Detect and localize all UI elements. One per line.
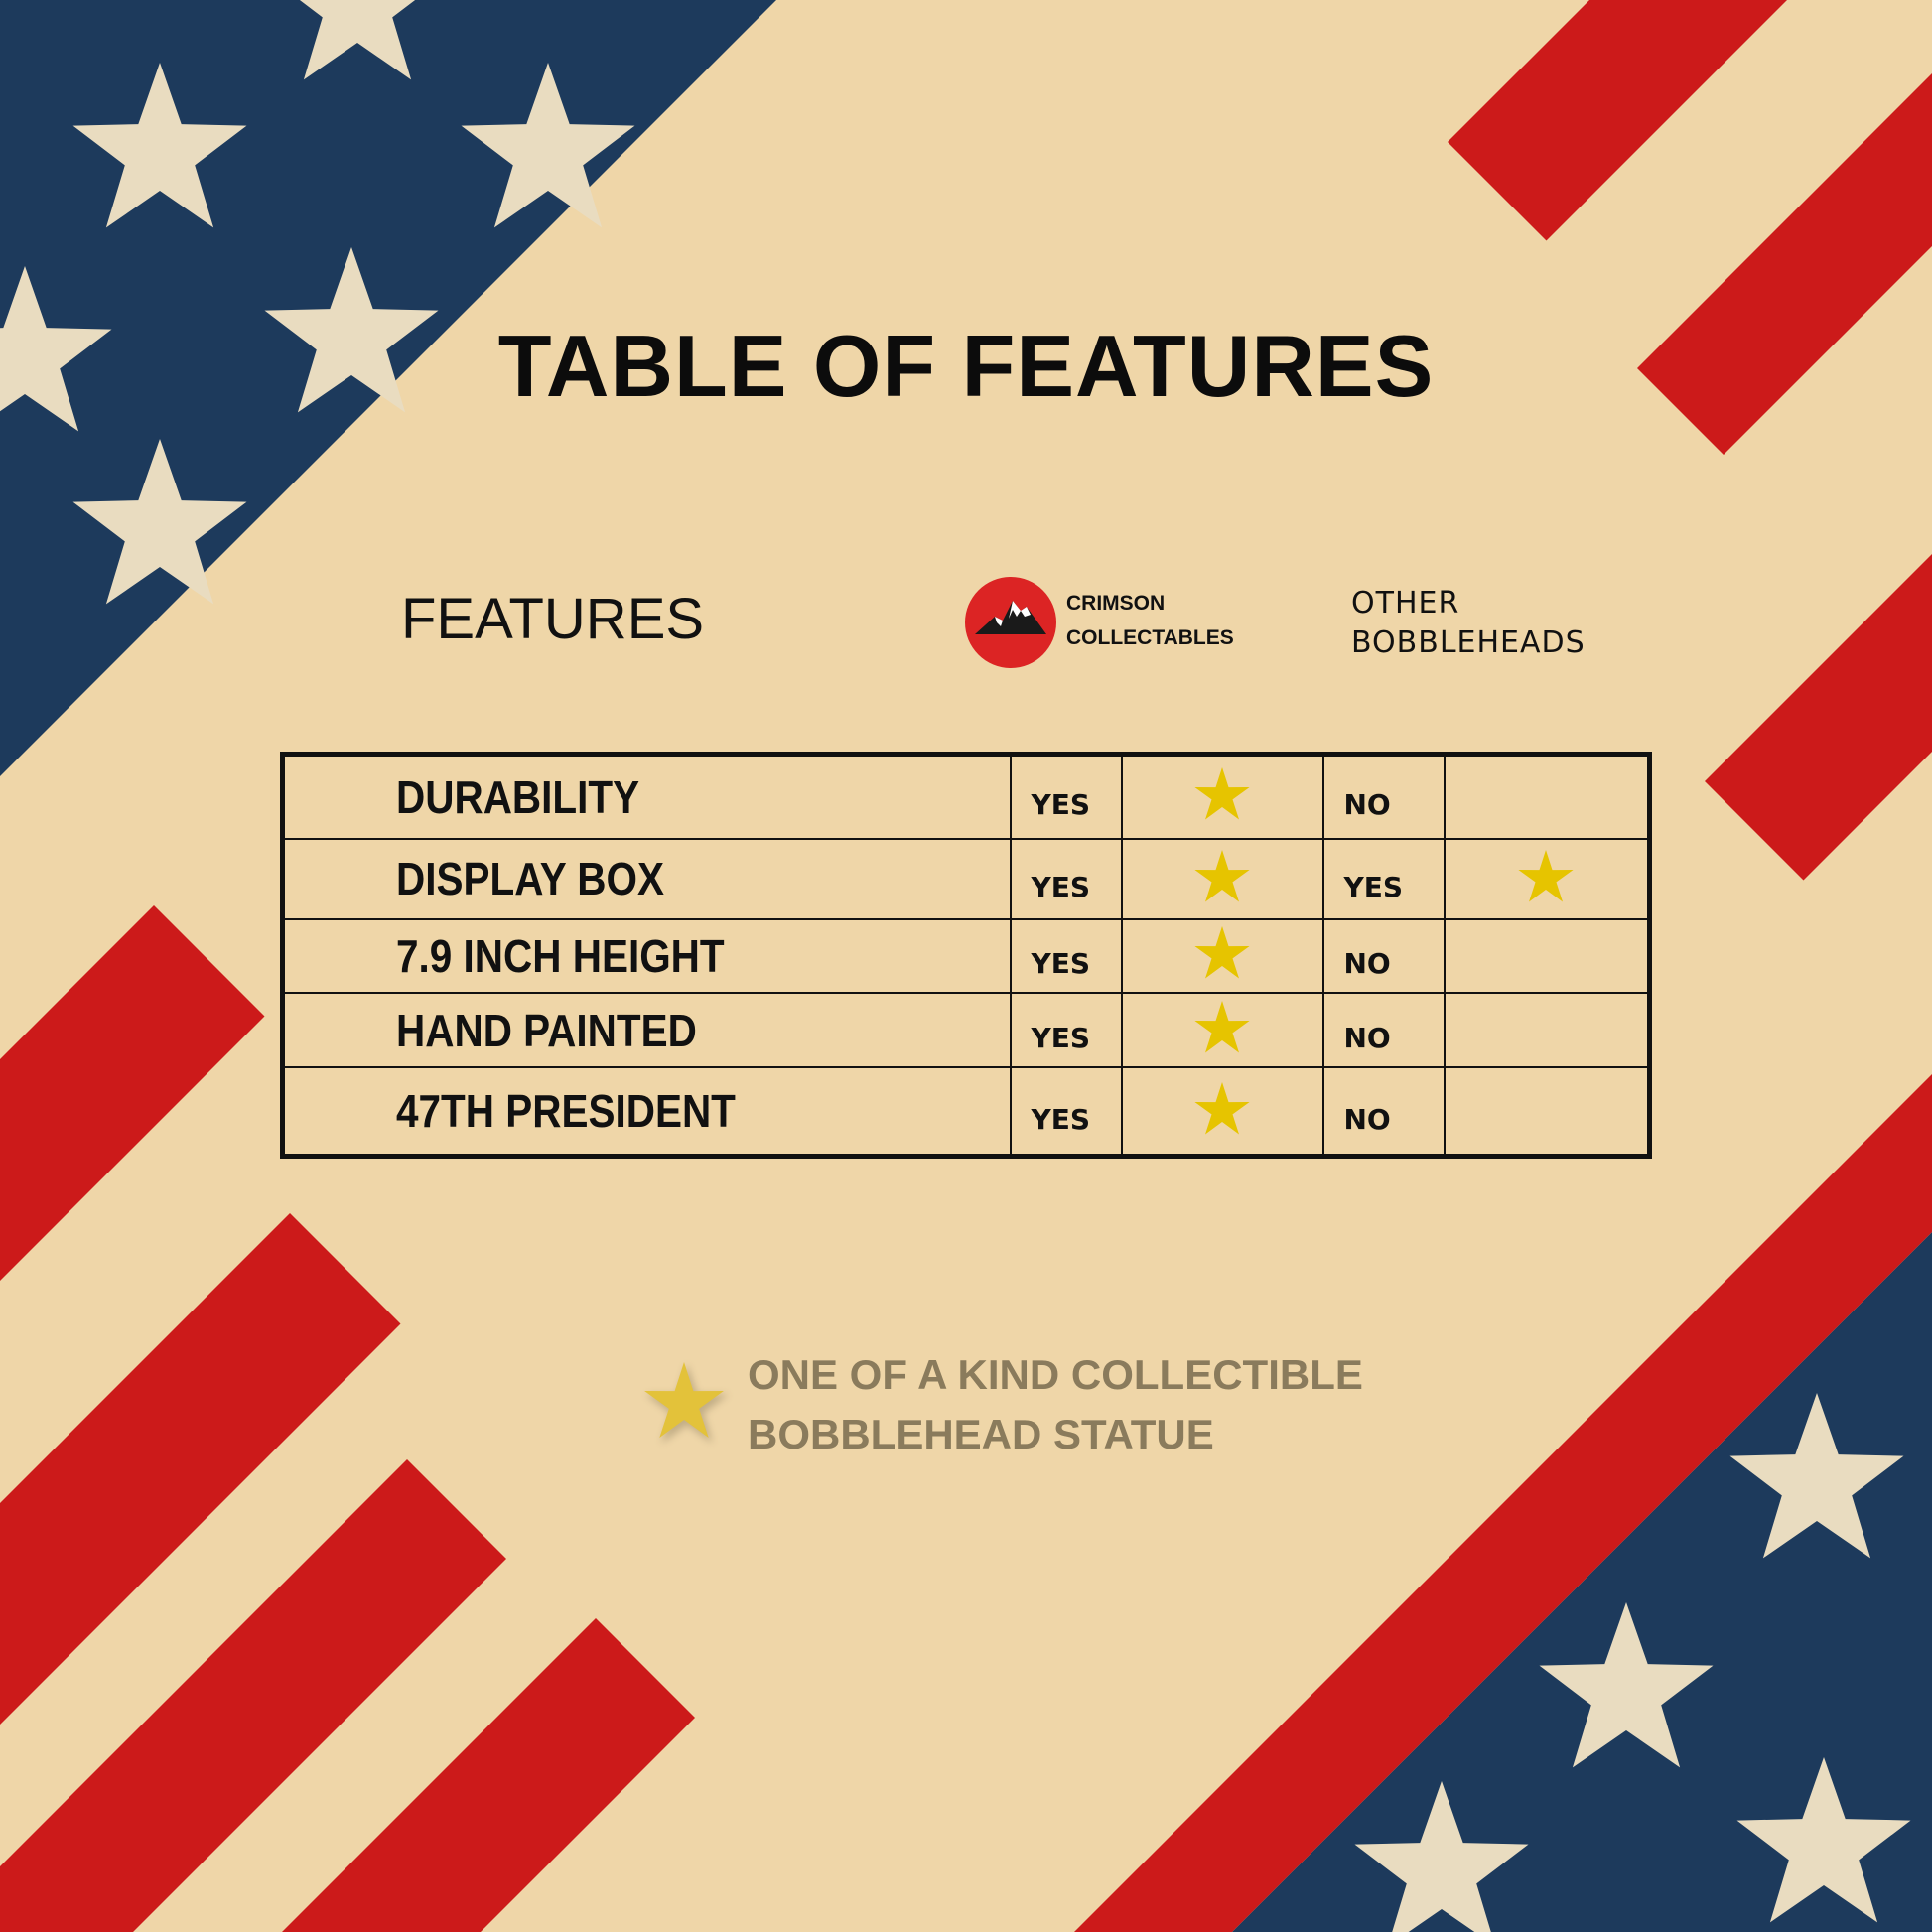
other-value-cell: NO [1321, 992, 1446, 1069]
flag-star-icon [1736, 1757, 1911, 1923]
flag-star-icon [264, 247, 439, 413]
other-star-cell [1443, 837, 1651, 920]
other-star-cell [1443, 1066, 1651, 1158]
brand-name-line1: CRIMSON [1066, 592, 1166, 615]
flag-star-icon [0, 266, 112, 432]
feature-label: DISPLAY BOX [396, 853, 664, 905]
other-star-cell [1443, 753, 1651, 840]
star-icon [644, 1362, 729, 1444]
other-star-cell [1443, 992, 1651, 1069]
table-row: DISPLAY BOX YES YES [281, 837, 1651, 920]
other-value-cell: NO [1321, 917, 1446, 995]
legend-text: ONE OF A KIND COLLECTIBLE BOBBLEHEAD STA… [748, 1345, 1363, 1464]
crimson-star-cell [1120, 837, 1324, 920]
table-row: 47TH PRESIDENT YES NO [281, 1066, 1651, 1158]
red-stripe [1705, 554, 1932, 881]
feature-label: 7.9 INCH HEIGHT [396, 929, 725, 982]
features-table: DURABILITY YES NO DISPLAY BOX YES YES 7.9 INCH… [280, 752, 1652, 1159]
crimson-star-cell [1120, 917, 1324, 995]
star-icon [1194, 767, 1250, 820]
crimson-value-cell: YES [1009, 753, 1123, 840]
flag-star-icon [461, 63, 635, 228]
star-icon [1194, 1001, 1250, 1053]
red-stripe [0, 1213, 401, 1725]
flag-star-icon [1354, 1781, 1529, 1932]
feature-cell: 7.9 INCH HEIGHT [281, 917, 1012, 995]
red-stripe [1074, 1074, 1932, 1932]
star-icon [1194, 926, 1250, 979]
feature-label: HAND PAINTED [396, 1004, 697, 1056]
other-value-cell: NO [1321, 1066, 1446, 1158]
other-star-cell [1443, 917, 1651, 995]
crimson-value-cell: YES [1009, 837, 1123, 920]
red-stripe [0, 1459, 506, 1932]
other-value-cell: YES [1321, 837, 1446, 920]
other-header-line2: BOBBLEHEADS [1351, 625, 1586, 660]
mountain-icon [975, 601, 1046, 634]
table-row: 7.9 INCH HEIGHT YES NO [281, 917, 1651, 995]
flag-star-icon [1539, 1602, 1714, 1768]
red-stripe [0, 905, 265, 1281]
red-stripe [1448, 0, 1787, 241]
star-icon [1194, 849, 1250, 902]
crimson-star-cell [1120, 1066, 1324, 1158]
crimson-logo [965, 577, 1056, 668]
other-value-cell: NO [1321, 753, 1446, 840]
other-header-line1: OTHER [1351, 586, 1460, 621]
page-title: TABLE OF FEATURES [497, 317, 1435, 415]
feature-cell: DURABILITY [281, 753, 1012, 840]
crimson-star-cell [1120, 992, 1324, 1069]
star-icon [1518, 849, 1574, 902]
table-row: HAND PAINTED YES NO [281, 992, 1651, 1069]
crimson-value-cell: YES [1009, 917, 1123, 995]
feature-label: DURABILITY [396, 770, 640, 823]
feature-cell: DISPLAY BOX [281, 837, 1012, 920]
table-row: DURABILITY YES NO [281, 753, 1651, 840]
crimson-value-cell: YES [1009, 992, 1123, 1069]
feature-label: 47TH PRESIDENT [396, 1085, 736, 1138]
flag-star-icon [72, 63, 247, 228]
legend-line1: ONE OF A KIND COLLECTIBLE [748, 1351, 1363, 1398]
flag-star-icon [72, 439, 247, 605]
red-stripe [1637, 73, 1932, 455]
flag-star-icon [1729, 1393, 1904, 1559]
feature-cell: HAND PAINTED [281, 992, 1012, 1069]
red-stripe [282, 1618, 695, 1932]
features-column-header: FEATURES [401, 587, 705, 651]
crimson-value-cell: YES [1009, 1066, 1123, 1158]
flag-star-icon [299, 0, 416, 80]
legend-line2: BOBBLEHEAD STATUE [748, 1411, 1214, 1457]
crimson-star-cell [1120, 753, 1324, 840]
feature-cell: 47TH PRESIDENT [281, 1066, 1012, 1158]
brand-name-line2: COLLECTABLES [1066, 626, 1234, 649]
star-icon [1194, 1081, 1250, 1135]
